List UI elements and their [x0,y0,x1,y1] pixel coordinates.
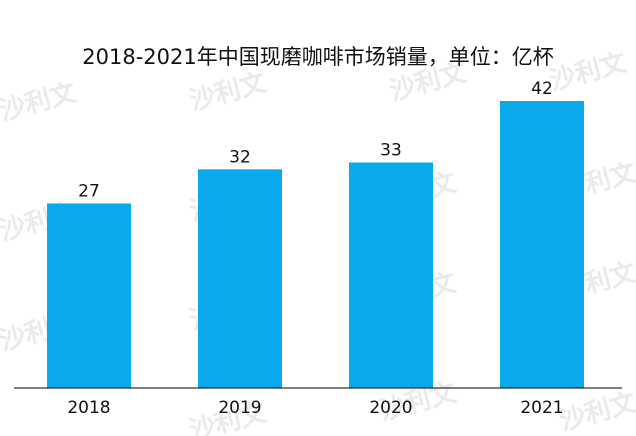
bar-group [47,101,584,388]
watermark-stamp: 沙利文 [546,46,630,96]
value-label-2019: 32 [229,147,251,167]
bar-2019 [198,169,282,388]
x-tick-label-group: 2018 2019 2020 2021 [67,398,563,418]
value-label-2018: 27 [78,182,100,202]
bar-2020 [349,162,433,388]
watermark-stamp: 沙利文 [186,66,270,116]
watermark-stamp: 沙利文 [0,76,80,126]
value-label-2020: 33 [380,141,402,161]
x-tick-label-2018: 2018 [67,398,110,418]
x-tick-label-2020: 2020 [369,398,412,418]
value-label-group: 27 32 33 42 [78,79,553,202]
x-tick-label-2019: 2019 [218,398,261,418]
bar-2021 [500,101,584,388]
watermark-stamp: 沙利文 [556,386,636,436]
value-label-2021: 42 [531,79,553,99]
bar-2018 [47,203,131,388]
x-tick-label-2021: 2021 [520,398,563,418]
chart-title: 2018-2021年中国现磨咖啡市场销量，单位：亿杯 [82,45,553,69]
